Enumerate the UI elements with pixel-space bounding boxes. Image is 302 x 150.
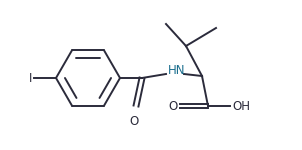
Text: O: O	[129, 115, 139, 128]
Text: I: I	[29, 72, 32, 84]
Text: HN: HN	[168, 64, 185, 78]
Text: OH: OH	[232, 99, 250, 112]
Text: O: O	[169, 99, 178, 112]
